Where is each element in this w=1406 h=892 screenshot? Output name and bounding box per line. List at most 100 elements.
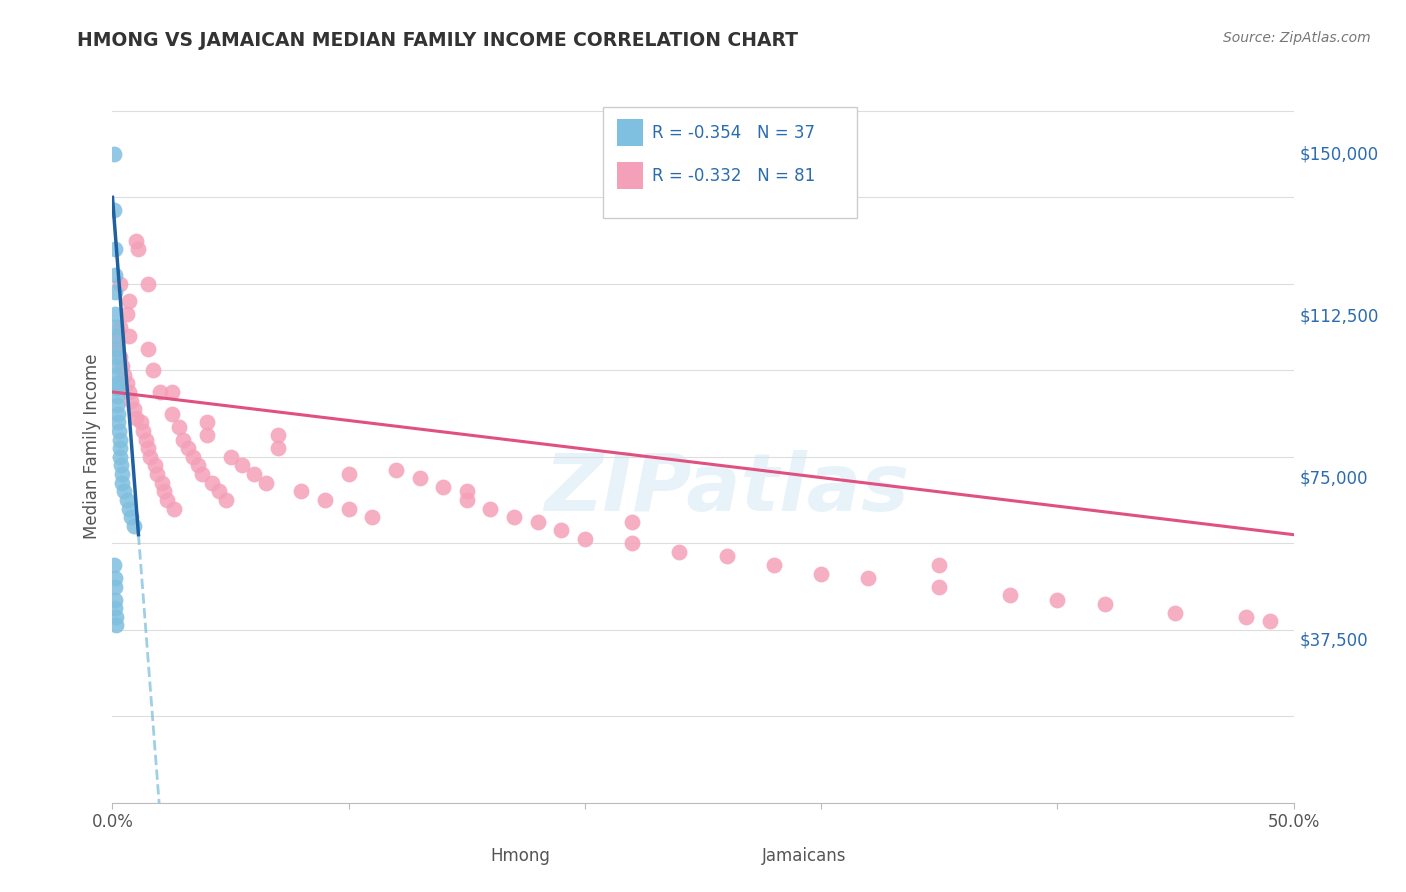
- Point: [456, 493, 478, 508]
- Point: [149, 384, 172, 399]
- Bar: [617, 162, 643, 189]
- Point: [108, 441, 131, 455]
- Point: [108, 433, 131, 447]
- Point: [621, 536, 644, 550]
- FancyBboxPatch shape: [603, 107, 856, 218]
- Point: [104, 342, 127, 356]
- Point: [142, 363, 165, 377]
- Point: [314, 493, 336, 508]
- Point: [1046, 592, 1069, 607]
- Point: [132, 424, 155, 438]
- Bar: [617, 120, 643, 146]
- Point: [105, 351, 128, 365]
- Point: [156, 493, 179, 508]
- Point: [104, 307, 127, 321]
- Point: [810, 566, 832, 581]
- Point: [125, 410, 148, 425]
- Point: [105, 359, 128, 373]
- Point: [127, 242, 149, 256]
- Point: [928, 580, 950, 594]
- Point: [201, 475, 224, 490]
- Point: [1164, 606, 1187, 620]
- Point: [858, 571, 880, 585]
- Point: [181, 450, 204, 464]
- Point: [111, 475, 134, 490]
- Point: [998, 588, 1021, 602]
- Bar: [456, 846, 481, 867]
- Point: [105, 389, 128, 403]
- Point: [104, 333, 127, 347]
- Point: [115, 376, 138, 391]
- Point: [104, 242, 127, 256]
- Point: [479, 501, 502, 516]
- Point: [385, 463, 408, 477]
- Point: [172, 433, 194, 447]
- Point: [108, 351, 131, 365]
- Point: [118, 501, 141, 516]
- Point: [125, 234, 148, 248]
- Point: [103, 203, 125, 218]
- Point: [337, 467, 360, 482]
- Point: [267, 441, 290, 455]
- Point: [139, 450, 162, 464]
- Point: [105, 368, 128, 382]
- Point: [120, 510, 142, 524]
- Point: [122, 519, 145, 533]
- Point: [456, 484, 478, 499]
- Point: [107, 415, 129, 429]
- Point: [110, 458, 132, 473]
- Point: [574, 532, 596, 546]
- Y-axis label: Median Family Income: Median Family Income: [83, 353, 101, 539]
- Point: [112, 368, 135, 382]
- Point: [112, 484, 135, 499]
- Point: [160, 384, 183, 399]
- Text: HMONG VS JAMAICAN MEDIAN FAMILY INCOME CORRELATION CHART: HMONG VS JAMAICAN MEDIAN FAMILY INCOME C…: [77, 31, 799, 50]
- Point: [290, 484, 312, 499]
- Point: [136, 277, 159, 291]
- Point: [195, 415, 218, 429]
- Point: [177, 441, 200, 455]
- Text: $75,000: $75,000: [1299, 469, 1368, 487]
- Point: [105, 342, 128, 356]
- Point: [118, 294, 141, 309]
- Point: [146, 467, 169, 482]
- Point: [120, 393, 142, 408]
- Point: [928, 558, 950, 572]
- Point: [104, 592, 127, 607]
- Text: Source: ZipAtlas.com: Source: ZipAtlas.com: [1223, 31, 1371, 45]
- Bar: [727, 846, 752, 867]
- Point: [122, 402, 145, 417]
- Point: [111, 359, 134, 373]
- Point: [136, 342, 159, 356]
- Point: [550, 524, 572, 538]
- Point: [1094, 597, 1116, 611]
- Text: ZIPatlas: ZIPatlas: [544, 450, 910, 528]
- Point: [716, 549, 738, 564]
- Point: [191, 467, 214, 482]
- Point: [160, 407, 183, 421]
- Point: [1234, 610, 1257, 624]
- Point: [153, 484, 176, 499]
- Text: $37,500: $37,500: [1299, 632, 1368, 649]
- Point: [105, 376, 128, 391]
- Point: [103, 558, 125, 572]
- Text: Jamaicans: Jamaicans: [762, 847, 846, 865]
- Point: [108, 277, 131, 291]
- Point: [432, 480, 454, 494]
- Point: [668, 545, 690, 559]
- Point: [167, 419, 190, 434]
- Point: [243, 467, 266, 482]
- Point: [104, 601, 127, 615]
- Point: [503, 510, 526, 524]
- Text: Hmong: Hmong: [491, 847, 550, 865]
- Point: [621, 515, 644, 529]
- Point: [219, 450, 242, 464]
- Text: $150,000: $150,000: [1299, 145, 1378, 163]
- Point: [104, 268, 127, 282]
- Point: [108, 320, 131, 334]
- Point: [104, 328, 127, 343]
- Text: R = -0.354   N = 37: R = -0.354 N = 37: [652, 124, 815, 142]
- Point: [254, 475, 277, 490]
- Point: [361, 510, 384, 524]
- Point: [129, 415, 152, 429]
